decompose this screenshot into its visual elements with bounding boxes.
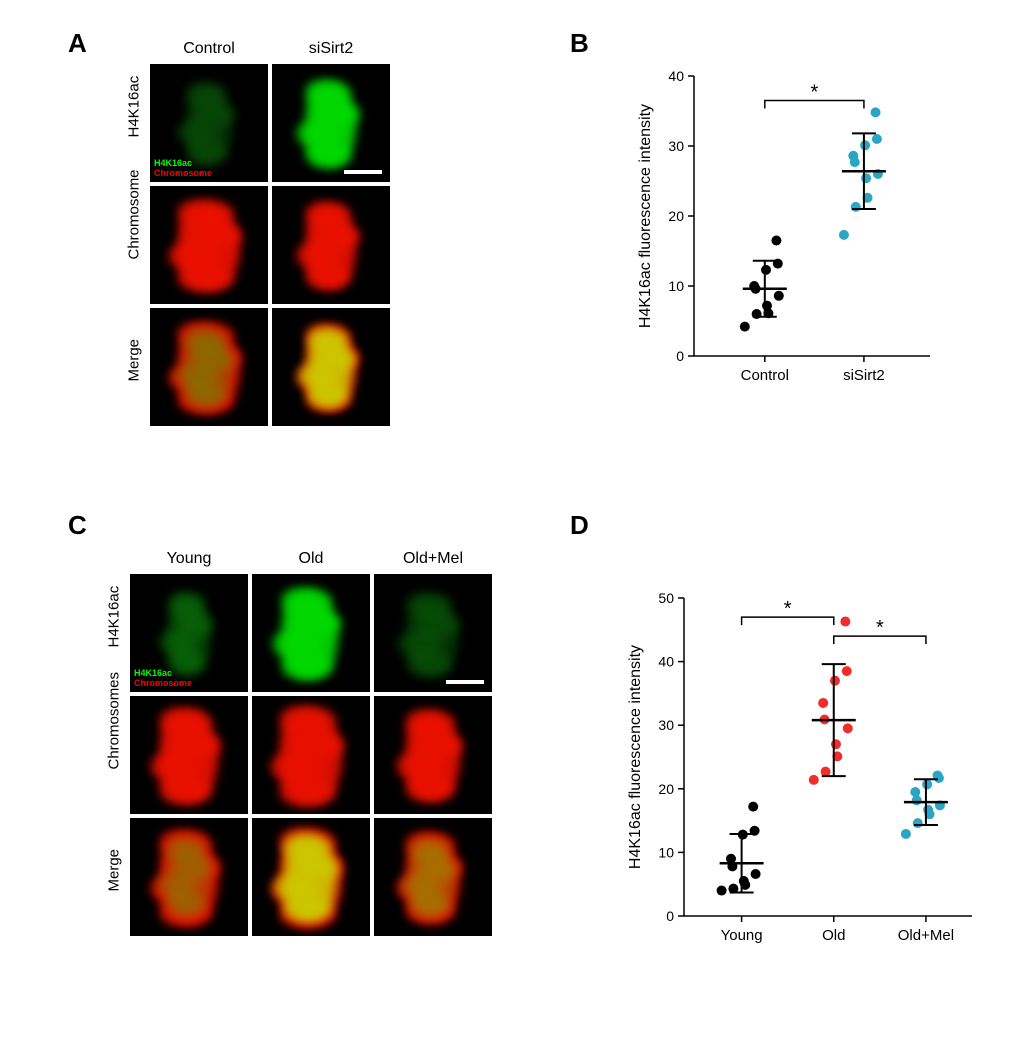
svg-text:10: 10 [668,278,684,294]
data-point [774,291,784,301]
channel-legend: H4K16acChromosome [134,668,192,688]
panel-a-label: A [68,28,87,59]
channel-legend: H4K16acChromosome [154,158,212,178]
micrograph [252,696,370,814]
svg-text:0: 0 [666,908,674,924]
legend-red: Chromosome [134,678,192,688]
data-point [740,322,750,332]
svg-text:20: 20 [668,208,684,224]
micrograph [374,574,492,692]
y-axis-title: H4K16ac fluorescence intensity [637,104,654,328]
panel-c-micrographs: YoungOldOld+MelH4K16acH4K16acChromosomeC… [100,550,494,938]
svg-text:30: 30 [668,138,684,154]
scalebar [446,680,484,684]
data-point [871,107,881,117]
column-header: Control [148,40,270,62]
significance-star: * [810,82,818,104]
data-point [848,151,858,161]
y-axis-title: H4K16ac fluorescence intensity [627,645,644,869]
data-point [923,805,933,815]
data-point [910,787,920,797]
x-tick-label: siSirt2 [843,367,885,384]
significance-star: * [876,617,884,639]
data-point [860,140,870,150]
column-header: Old+Mel [372,550,494,572]
panel-d-chart: 0 10 20 30 40 50 H4K16ac fluorescence intensit… [620,580,990,960]
x-tick-label: Old+Mel [898,927,954,944]
data-point [771,236,781,246]
row-label: Merge [106,863,123,891]
column-header: siSirt2 [270,40,392,62]
x-tick-label: Young [721,927,763,944]
legend-green: H4K16ac [134,668,192,678]
micrograph: H4K16acChromosome [130,574,248,692]
data-point [851,202,861,212]
data-point [818,698,828,708]
data-point [861,173,871,183]
scalebar [344,170,382,174]
data-point [872,134,882,144]
panel-b-label: B [570,28,589,59]
data-point [761,265,771,275]
row-label: Chromosomes [106,741,123,769]
micrograph [374,696,492,814]
x-tick-label: Old [822,927,845,944]
legend-red: Chromosome [154,168,212,178]
micrograph [150,186,268,304]
row-label: Merge [126,353,143,381]
data-point [739,876,749,886]
micrograph [272,64,390,182]
data-point [748,802,758,812]
micrograph [374,818,492,936]
data-point [842,666,852,676]
legend-green: H4K16ac [154,158,212,168]
micrograph [272,308,390,426]
data-point [901,829,911,839]
data-point [843,723,853,733]
panel-a-micrographs: ControlsiSirt2H4K16acH4K16acChromosomeCh… [120,40,392,428]
data-point [840,617,850,627]
micrograph [252,574,370,692]
micrograph [272,186,390,304]
panel-b-chart: 0 10 20 30 40 H4K16ac fluorescence intensity C… [630,60,950,400]
data-point [751,869,761,879]
svg-text:0: 0 [676,348,684,364]
data-point [839,230,849,240]
data-point [830,676,840,686]
data-point [762,301,772,311]
data-point [922,779,932,789]
panel-c-label: C [68,510,87,541]
significance-star: * [784,598,792,620]
micrograph [130,818,248,936]
column-header: Young [128,550,250,572]
scatter-chart: 0 10 20 30 40 H4K16ac fluorescence intensity C… [630,60,950,400]
panel-d-label: D [570,510,589,541]
svg-text:40: 40 [668,68,684,84]
row-label: Chromosome [126,231,143,259]
micrograph [130,696,248,814]
svg-text:30: 30 [658,717,674,733]
data-point [831,739,841,749]
figure: A ControlsiSirt2H4K16acH4K16acChromosome… [20,20,1000,1020]
data-point [717,886,727,896]
column-header: Old [250,550,372,572]
svg-text:10: 10 [658,844,674,860]
svg-text:20: 20 [658,781,674,797]
data-point [913,818,923,828]
x-tick-label: Control [741,367,789,384]
data-point [809,775,819,785]
svg-text:40: 40 [658,654,674,670]
svg-text:50: 50 [658,590,674,606]
scatter-chart: 0 10 20 30 40 50 H4K16ac fluorescence intensit… [620,580,990,960]
micrograph: H4K16acChromosome [150,64,268,182]
row-label: H4K16ac [106,619,123,647]
row-label: H4K16ac [126,109,143,137]
micrograph [252,818,370,936]
micrograph [150,308,268,426]
